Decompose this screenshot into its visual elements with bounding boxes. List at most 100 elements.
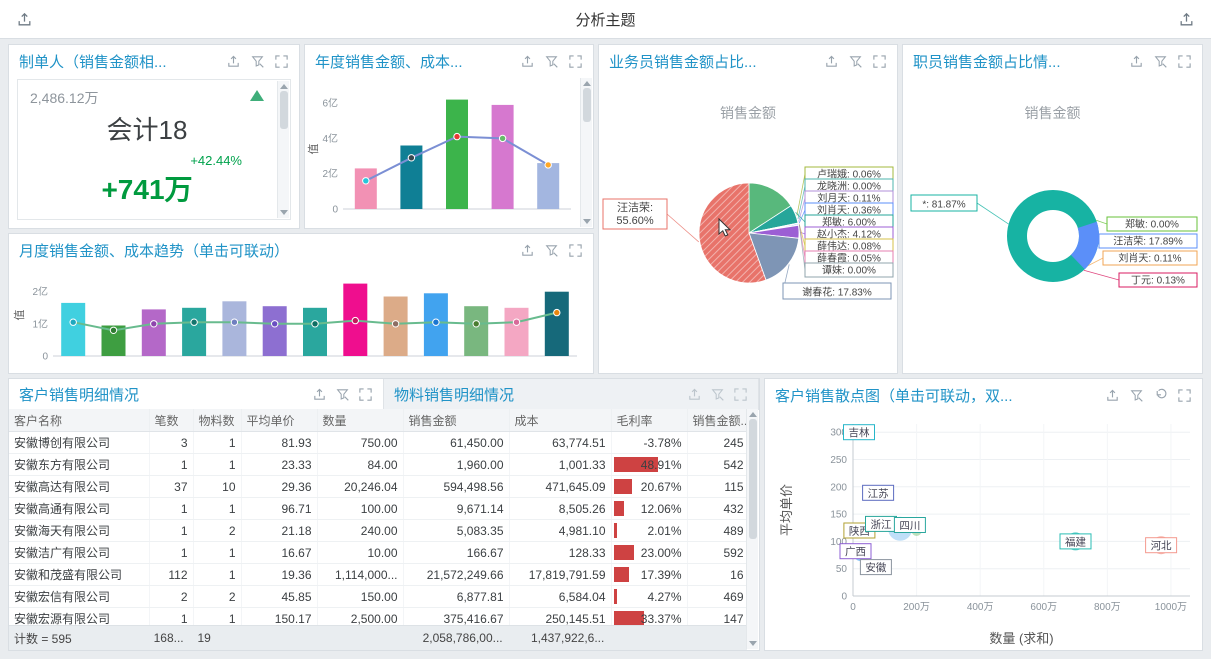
expand-icon[interactable] xyxy=(568,243,583,258)
scroll-down-icon[interactable] xyxy=(279,210,288,215)
scroll-thumb[interactable] xyxy=(279,91,288,129)
bar[interactable] xyxy=(537,163,560,209)
column-header[interactable]: 客户名称 xyxy=(9,409,150,432)
filter-icon[interactable] xyxy=(335,387,350,402)
filter-icon[interactable] xyxy=(544,54,559,69)
filter-icon[interactable] xyxy=(1129,388,1144,403)
export-icon[interactable] xyxy=(1129,54,1144,69)
line-point[interactable] xyxy=(109,326,118,335)
export-icon[interactable] xyxy=(687,387,702,402)
table-row[interactable]: 安徽东方有限公司 1 1 23.33 84.00 1,960.00 1,001.33 48.9… xyxy=(9,453,747,476)
undo-icon[interactable] xyxy=(1153,388,1168,403)
bar[interactable] xyxy=(491,104,514,209)
table-row[interactable]: 安徽洁广有限公司 1 1 16.67 10.00 166.67 128.33 23.00% 59… xyxy=(9,541,747,564)
table-cell: 17.39% xyxy=(611,563,688,586)
line-point[interactable] xyxy=(553,308,561,317)
scroll-up-icon[interactable] xyxy=(748,412,757,417)
line-point[interactable] xyxy=(391,320,400,328)
expand-icon[interactable] xyxy=(1177,54,1192,69)
export-icon[interactable] xyxy=(226,54,241,69)
line-point[interactable] xyxy=(230,318,239,326)
scrollbar[interactable] xyxy=(580,78,592,227)
filter-icon[interactable] xyxy=(250,54,265,69)
expand-icon[interactable] xyxy=(1177,388,1192,403)
axis-label: 1000万 xyxy=(1155,602,1187,613)
expand-icon[interactable] xyxy=(872,54,887,69)
column-header[interactable]: 销售金额... xyxy=(687,409,747,432)
export-icon[interactable] xyxy=(1178,11,1195,28)
column-header[interactable]: 物料数 xyxy=(193,409,242,432)
pie-slice[interactable] xyxy=(748,232,800,281)
table-row[interactable]: 安徽高达有限公司 37 10 29.36 20,246.04 594,498.56 471,… xyxy=(9,475,747,498)
line-point[interactable] xyxy=(544,161,552,169)
table-row[interactable]: 安徽博创有限公司 3 1 81.93 750.00 61,450.00 63,774.51-… xyxy=(9,431,747,454)
table-row[interactable]: 安徽海天有限公司 1 2 21.18 240.00 5,083.35 4,981.10 2.0… xyxy=(9,519,747,542)
export-icon[interactable] xyxy=(312,387,327,402)
line-point[interactable] xyxy=(150,320,158,328)
line-point[interactable] xyxy=(351,316,359,325)
bar[interactable] xyxy=(182,307,207,356)
bar[interactable] xyxy=(446,99,468,209)
line-point[interactable] xyxy=(512,318,521,326)
scrollbar[interactable] xyxy=(746,409,758,649)
donut-slice[interactable] xyxy=(1070,221,1099,270)
axis-label: 薛伟达: 0.08% xyxy=(817,240,881,253)
bar[interactable] xyxy=(222,301,247,356)
line-point[interactable] xyxy=(362,177,370,185)
table-row[interactable]: 安徽高通有限公司 1 1 96.71 100.00 9,671.14 8,505.26 12.… xyxy=(9,497,747,520)
table-row[interactable]: 安徽宏信有限公司 2 2 45.85 150.00 6,877.81 6,584.04 4.2… xyxy=(9,585,747,608)
column-header[interactable]: 数量 xyxy=(317,409,404,432)
filter-icon[interactable] xyxy=(848,54,863,69)
line-point[interactable] xyxy=(498,134,507,143)
export-icon[interactable] xyxy=(520,54,535,69)
export-icon[interactable] xyxy=(1105,388,1120,403)
export-icon[interactable] xyxy=(16,11,33,28)
tab-customer-detail[interactable]: 客户销售明细情况 xyxy=(9,379,384,409)
scroll-up-icon[interactable] xyxy=(582,81,591,86)
tab-material-detail[interactable]: 物料销售明细情况 xyxy=(384,379,759,409)
bar[interactable] xyxy=(544,291,569,356)
table-row[interactable]: 安徽和茂盛有限公司 112 1 19.36 1,114,000... 21,572,249… xyxy=(9,563,747,586)
scroll-down-icon[interactable] xyxy=(748,641,757,646)
scrollbar[interactable] xyxy=(277,81,289,218)
expand-icon[interactable] xyxy=(733,387,748,402)
line-point[interactable] xyxy=(432,318,440,326)
column-header[interactable]: 成本 xyxy=(509,409,612,432)
bar[interactable] xyxy=(354,168,377,209)
expand-icon[interactable] xyxy=(358,387,373,402)
line-point[interactable] xyxy=(69,318,77,326)
line-point[interactable] xyxy=(407,154,416,162)
column-header[interactable]: 平均单价 xyxy=(241,409,318,432)
expand-icon[interactable] xyxy=(274,54,289,69)
bar[interactable] xyxy=(141,309,166,356)
kpi-card[interactable]: 2,486.12万 会计18 +42.44% +741万 xyxy=(17,79,291,220)
filter-icon[interactable] xyxy=(544,243,559,258)
panel-title: 月度销售金额、成本趋势（单击可联动） xyxy=(19,242,290,260)
table-row[interactable]: 安徽宏源有限公司 1 1 150.17 2,500.00 375,416.67 250,14… xyxy=(9,607,747,626)
line-point[interactable] xyxy=(472,320,480,328)
scroll-thumb[interactable] xyxy=(748,419,757,539)
export-icon[interactable] xyxy=(520,243,535,258)
scroll-up-icon[interactable] xyxy=(279,84,288,89)
bar[interactable] xyxy=(504,307,529,356)
bar[interactable] xyxy=(464,306,489,356)
scroll-down-icon[interactable] xyxy=(582,219,591,224)
column-header[interactable]: 笔数 xyxy=(149,409,194,432)
line-point[interactable] xyxy=(190,318,198,326)
column-header[interactable]: 毛利率 xyxy=(611,409,688,432)
bar[interactable] xyxy=(262,306,287,356)
line-point[interactable] xyxy=(271,320,279,328)
table-cell: 安徽洁广有限公司 xyxy=(9,541,150,564)
column-header[interactable]: 销售金额 xyxy=(403,409,510,432)
expand-icon[interactable] xyxy=(568,54,583,69)
line-point[interactable] xyxy=(311,320,319,328)
bar[interactable] xyxy=(61,302,86,356)
filter-icon[interactable] xyxy=(710,387,725,402)
table-cell: 17,819,791.59 xyxy=(509,563,612,586)
filter-icon[interactable] xyxy=(1153,54,1168,69)
export-icon[interactable] xyxy=(824,54,839,69)
pie-slice[interactable] xyxy=(748,182,792,234)
scroll-thumb[interactable] xyxy=(582,88,591,122)
bar[interactable] xyxy=(303,307,327,356)
line-point[interactable] xyxy=(453,132,461,141)
